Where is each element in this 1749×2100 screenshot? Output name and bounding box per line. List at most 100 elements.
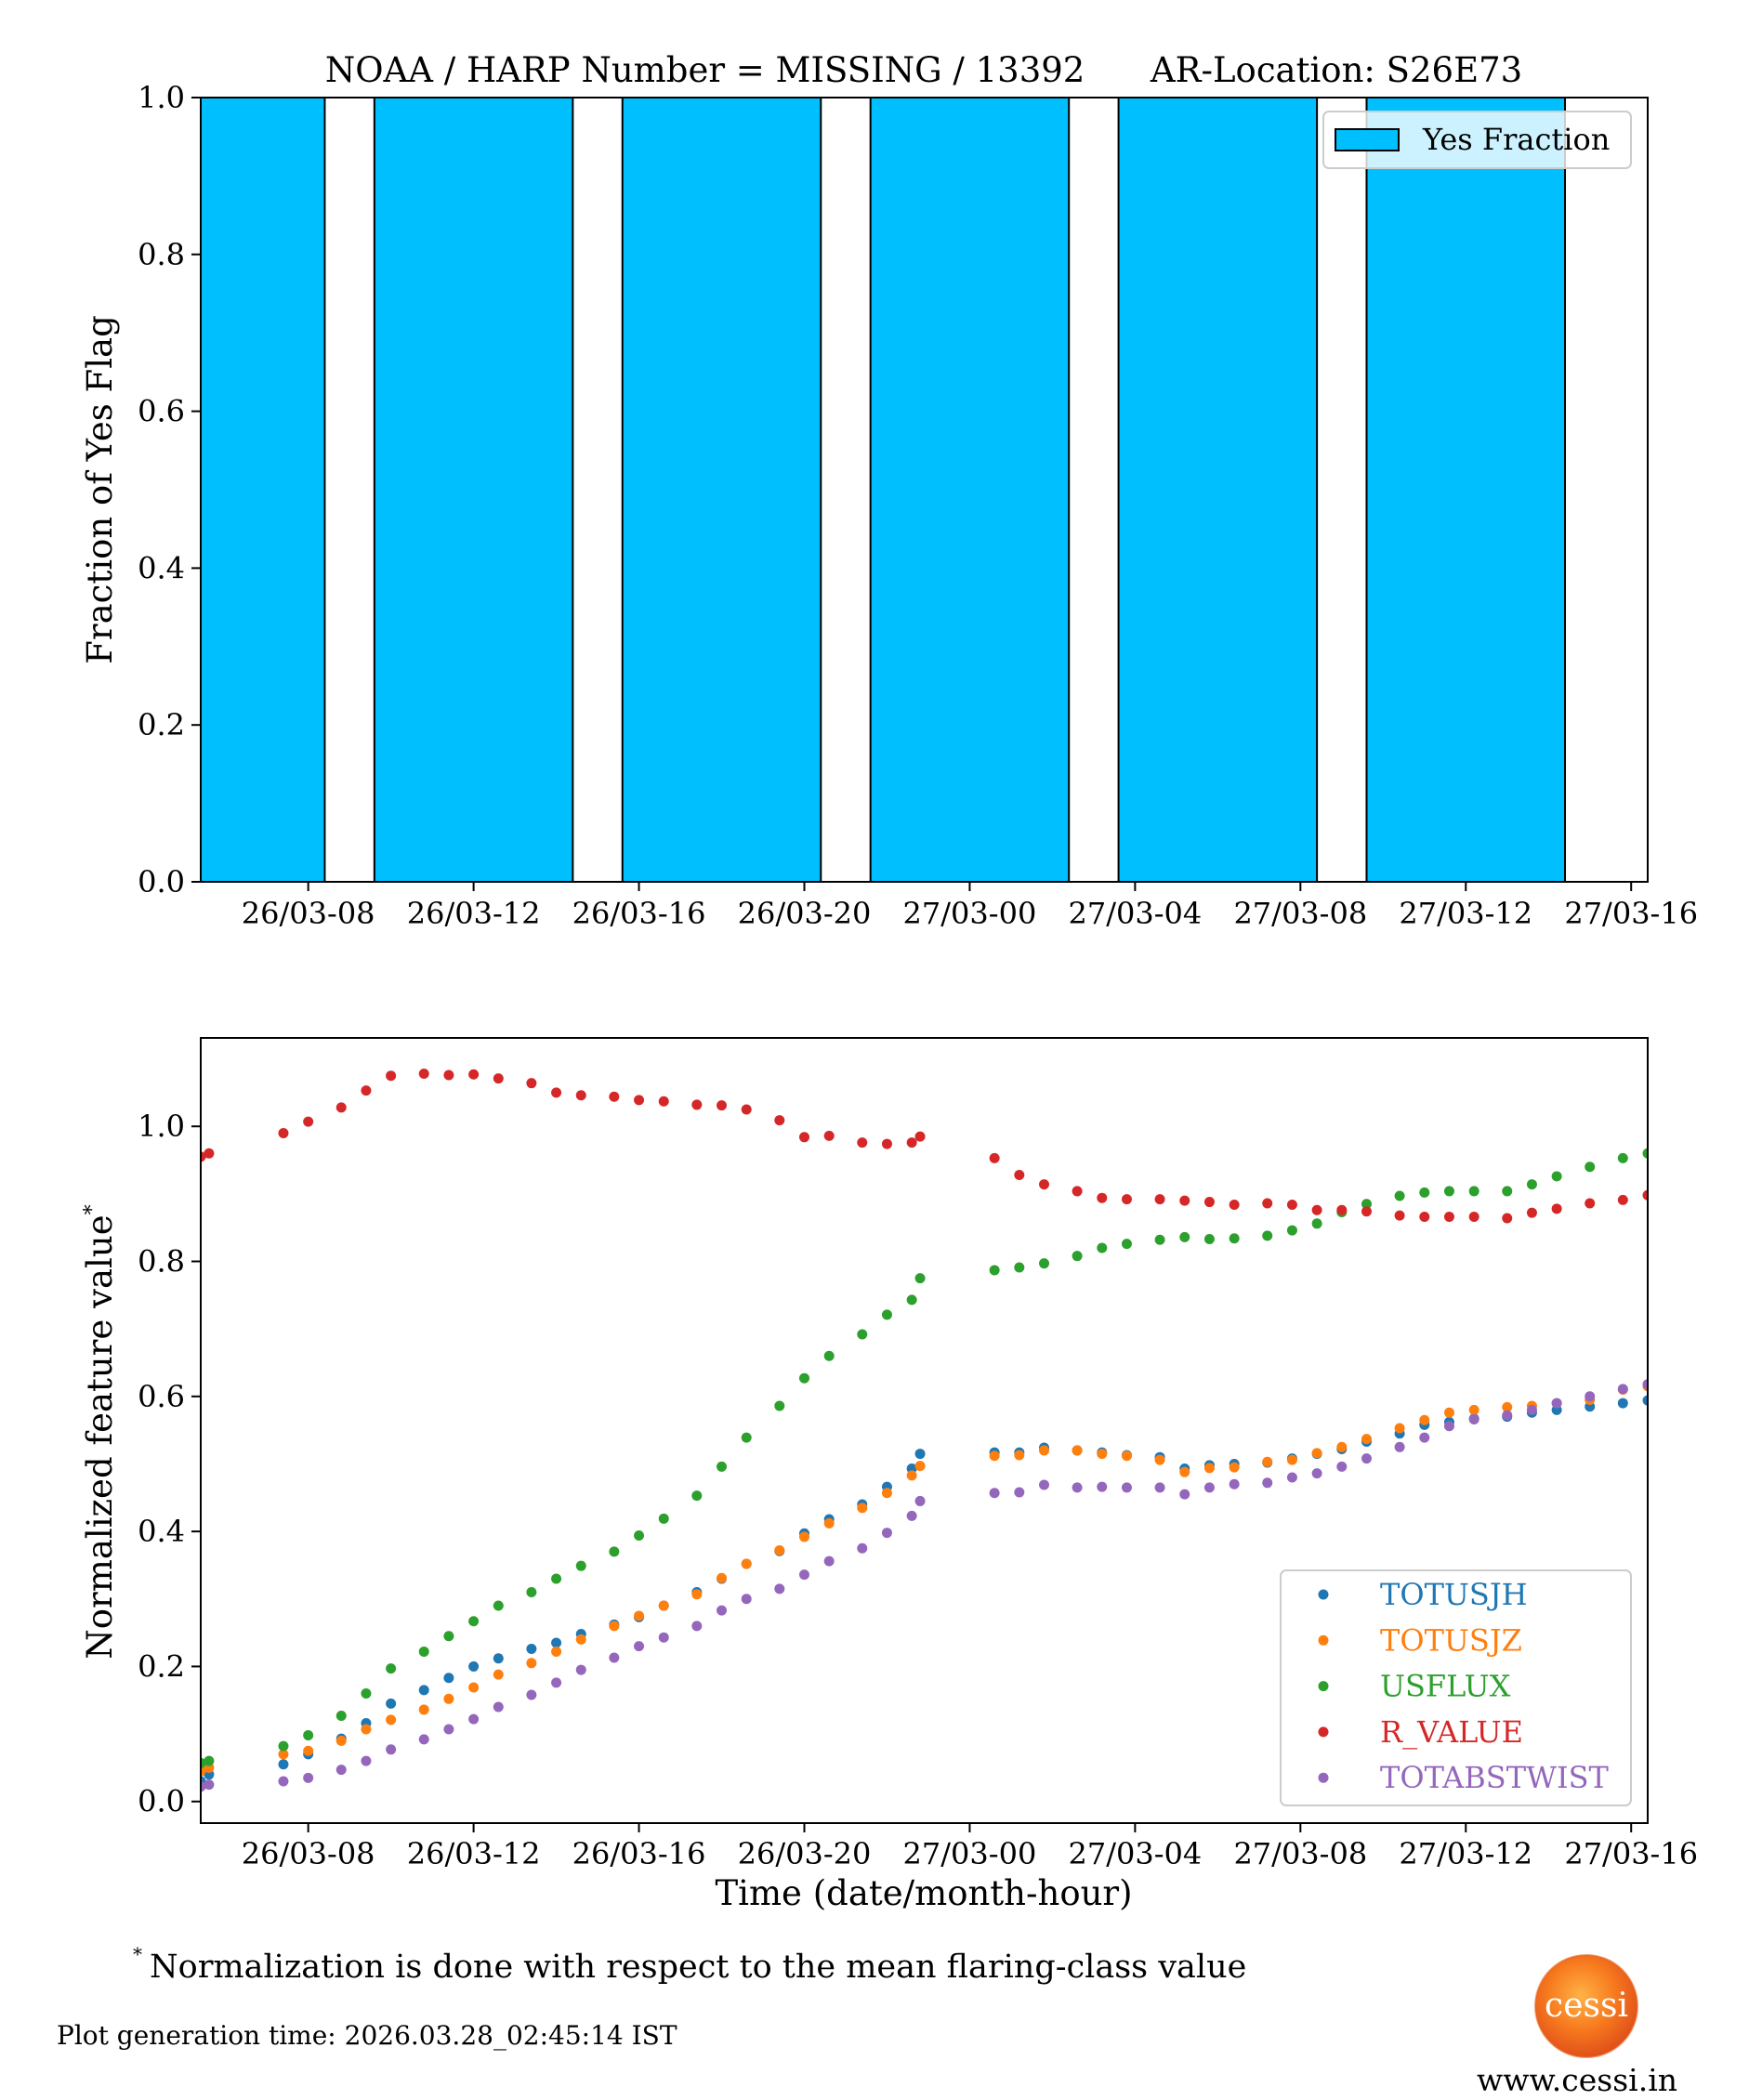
website-link[interactable]: www.cessi.in [1477,2062,1677,2098]
data-point [914,1461,926,1472]
x-tick-label: 27/03-00 [903,896,1037,931]
data-point [386,1744,397,1755]
data-point [609,1652,620,1663]
data-point [857,1137,868,1148]
legend-marker [1318,1589,1329,1600]
data-point [204,1779,215,1791]
data-point [1419,1432,1430,1443]
data-point [798,1531,809,1542]
data-point [468,1713,480,1725]
x-tick-label: 26/03-08 [242,1836,375,1871]
data-point [204,1755,215,1766]
data-point [741,1104,752,1115]
data-point [386,1698,397,1709]
data-point [361,1687,372,1699]
data-point [551,1677,562,1688]
data-point [1311,1468,1322,1479]
data-point [1154,1482,1165,1493]
bottom-axes-frame [200,1037,1649,1824]
data-point [634,1610,645,1621]
data-point [1014,1450,1025,1461]
data-point [857,1503,868,1514]
legend-item: R_VALUE [1318,1714,1523,1750]
data-point [1468,1414,1479,1425]
data-point [575,1634,586,1645]
data-point [881,1309,892,1320]
data-point [443,1631,454,1642]
data-point [691,1621,703,1632]
data-point [1585,1162,1596,1173]
data-point [691,1099,703,1110]
y-tick-label: 0.2 [138,1648,185,1684]
data-point [443,1693,454,1704]
data-point [1203,1234,1215,1245]
data-point [1262,1456,1273,1467]
y-tick-label: 0.6 [138,394,185,429]
bottom-y-axis-label-text: Normalized feature value [80,1214,120,1659]
legend-item: TOTUSJZ [1318,1622,1522,1658]
x-tick-label: 27/03-04 [1069,896,1203,931]
data-point [1419,1212,1430,1223]
legend-item: TOTUSJH [1318,1577,1528,1612]
sun-logo-icon [1535,1955,1637,2057]
legend-label: TOTABSTWIST [1380,1760,1610,1795]
data-point [1121,1450,1132,1462]
data-point [857,1329,868,1340]
data-point [1361,1434,1372,1445]
data-point [1551,1203,1562,1214]
legend-item: TOTABSTWIST [1318,1760,1610,1795]
data-point [798,1132,809,1143]
data-point [278,1740,289,1752]
data-point [1336,1461,1348,1472]
data-point [1072,1186,1083,1197]
y-tick-label: 1.0 [138,80,185,115]
data-point [1394,1441,1405,1452]
data-point [1014,1487,1025,1498]
top-chart: NOAA / HARP Number = MISSING / 13392 AR-… [80,50,1698,931]
legend-label: TOTUSJH [1380,1577,1528,1612]
data-point [1394,1210,1405,1221]
y-tick-label: 0.8 [138,1243,185,1279]
data-point [1642,1379,1648,1390]
y-tick-label: 1.0 [138,1109,185,1144]
data-point [386,1070,397,1082]
x-tick-label: 27/03-16 [1564,896,1698,931]
bottom-y-axis: 0.0 0.2 0.4 0.6 0.8 1.0 [138,1109,201,1819]
data-point [386,1663,397,1674]
data-point [658,1632,669,1643]
scatter-points [201,1069,1648,1792]
x-tick-label: 27/03-16 [1564,1836,1698,1871]
data-point [717,1605,728,1616]
data-point [493,1600,504,1611]
data-point [1154,1234,1165,1245]
data-point [609,1546,620,1557]
series-totabstwist [201,1379,1648,1792]
data-point [1468,1186,1479,1197]
data-point [823,1350,835,1361]
data-point [335,1735,347,1746]
legend-patch-yes-fraction [1335,128,1400,151]
data-point [1468,1212,1479,1223]
x-tick-label: 26/03-20 [738,896,872,931]
data-point [823,1130,835,1141]
footer: * Normalization is done with respect to … [57,1943,1677,2098]
bottom-chart: 0.00.20.40.60.81.0 26/03-08 26/03-12 26/03… [80,1037,1698,1913]
data-point [1468,1404,1479,1415]
bottom-x-axis: 26/03-08 26/03-12 26/03-16 26/03-20 27/03-00… [242,1823,1698,1871]
data-point [1014,1262,1025,1273]
top-y-axis: 0.0 0.2 0.4 0.6 0.8 1.0 [138,80,201,899]
data-point [774,1583,785,1595]
data-point [1097,1242,1108,1253]
data-point [335,1765,347,1776]
data-point [526,1587,537,1598]
data-point [1229,1233,1240,1244]
data-point [361,1724,372,1735]
data-point [1502,1186,1513,1197]
data-point [303,1116,314,1127]
top-y-axis-label: Fraction of Yes Flag [80,315,120,664]
data-point [1642,1189,1648,1201]
data-point [1203,1482,1215,1493]
data-point [1502,1213,1513,1224]
data-point [914,1273,926,1284]
data-point [493,1653,504,1664]
